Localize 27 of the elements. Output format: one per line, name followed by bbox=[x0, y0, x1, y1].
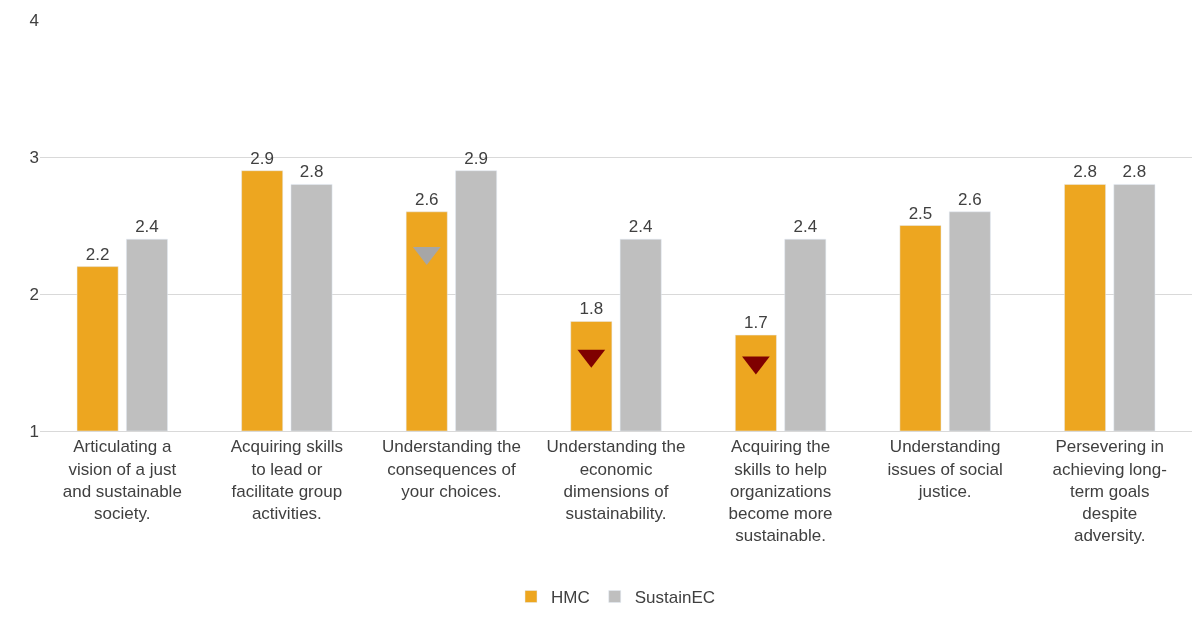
legend-label: HMC bbox=[551, 588, 590, 608]
legend-label: SustainEC bbox=[634, 588, 716, 608]
x-tick-label: Understanding the consequences of your choices. bbox=[381, 437, 521, 501]
data-label: 2.4 bbox=[135, 217, 159, 237]
x-tick-label: Understanding issues of social justice. bbox=[887, 437, 1003, 501]
x-tick-label: Understanding the economic dimensions of sustainability. bbox=[546, 437, 686, 523]
data-label: 1.7 bbox=[744, 313, 768, 333]
y-tick-label: 2 bbox=[29, 284, 39, 304]
data-label: 2.2 bbox=[85, 244, 110, 264]
x-tick-label: Articulating a vision of a just and sustainable society. bbox=[62, 437, 182, 523]
data-label: 2.5 bbox=[908, 203, 933, 223]
data-label: 2.9 bbox=[250, 148, 274, 168]
data-label: 2.9 bbox=[464, 148, 488, 168]
data-label: 2.6 bbox=[958, 189, 982, 209]
data-label: 2.8 bbox=[299, 162, 324, 182]
data-label: 2.4 bbox=[628, 217, 653, 237]
data-label: 2.6 bbox=[414, 189, 439, 209]
data-label: 1.8 bbox=[579, 299, 604, 319]
data-label: 2.4 bbox=[793, 217, 818, 237]
data-label: 2.8 bbox=[1122, 162, 1147, 182]
y-tick-label: 1 bbox=[29, 421, 39, 441]
x-tick-label: Acquiring the skills to help organizations become more sustainable. bbox=[728, 437, 833, 545]
x-tick-label: Acquiring skills to lead or facilitate group activities. bbox=[230, 437, 344, 523]
x-tick-label: Persevering in achieving long-term goals despite adversity. bbox=[1052, 437, 1167, 545]
y-tick-label: 3 bbox=[29, 147, 39, 167]
data-label: 2.8 bbox=[1073, 162, 1097, 182]
y-tick-label: 4 bbox=[29, 10, 39, 30]
